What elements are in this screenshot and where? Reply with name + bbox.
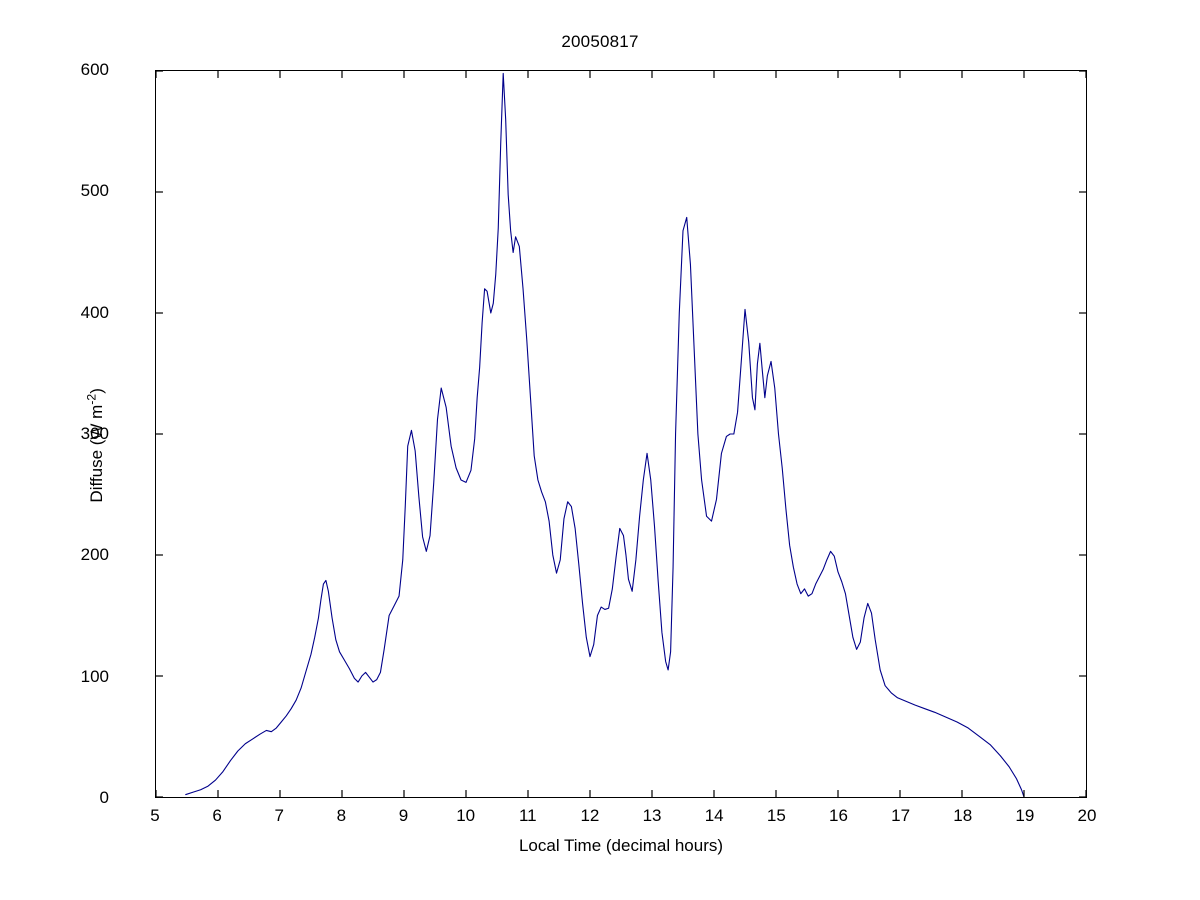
- data-line-chart: [156, 71, 1086, 797]
- x-tick-label: 10: [456, 806, 476, 825]
- x-tick-label: 7: [274, 806, 284, 825]
- x-tick-label: 5: [150, 806, 160, 825]
- page-title: 20050817: [561, 32, 639, 51]
- plot-area: [155, 70, 1087, 798]
- x-tick-label: 20: [1077, 806, 1097, 825]
- x-tick-label: 11: [518, 806, 537, 825]
- x-tick-label: 9: [398, 806, 409, 825]
- y-tick-label: 400: [80, 302, 109, 322]
- series-line-diffuse: [185, 72, 1025, 797]
- y-tick-label: 500: [80, 181, 109, 201]
- x-tick-label: 6: [212, 806, 222, 825]
- x-tick-label: 14: [704, 806, 724, 825]
- y-axis-label-text: Diffuse (W m: [87, 404, 106, 503]
- y-axis-label-tail: ): [87, 388, 106, 394]
- x-tick-label: 8: [336, 806, 347, 825]
- y-tick-label: 0: [99, 788, 109, 807]
- x-tick-label: 17: [891, 806, 911, 825]
- y-axis-label-container: Diffuse (W m-2): [62, 70, 106, 798]
- x-tick-label: 18: [953, 806, 973, 825]
- y-axis-tick-marks: [156, 71, 1086, 797]
- y-tick-label: 200: [80, 545, 109, 565]
- y-axis-label: Diffuse (W m-2): [84, 215, 107, 675]
- x-tick-label: 19: [1015, 806, 1035, 825]
- y-tick-label: 300: [80, 424, 109, 443]
- x-tick-label: 13: [642, 806, 662, 825]
- x-axis-label: Local Time (decimal hours): [518, 836, 724, 855]
- y-axis-label-exponent: -2: [84, 393, 99, 405]
- y-tick-label: 100: [80, 666, 109, 686]
- x-tick-label: 15: [766, 806, 786, 825]
- y-tick-label: 600: [80, 60, 109, 79]
- x-axis-tick-marks: [156, 71, 1086, 797]
- x-tick-label: 12: [580, 806, 600, 825]
- x-tick-label: 16: [828, 806, 848, 825]
